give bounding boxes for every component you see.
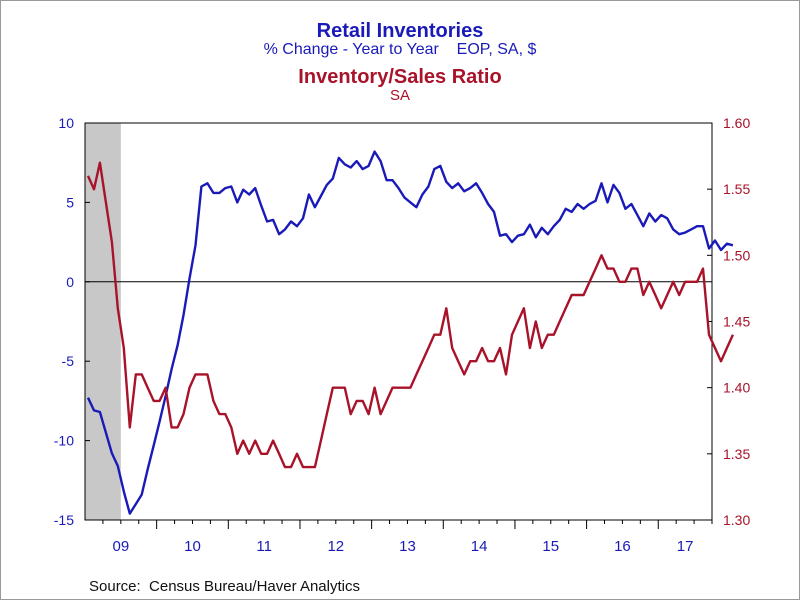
x-axis-tick-label: 17	[677, 538, 694, 555]
x-axis-tick-label: 14	[471, 538, 488, 555]
x-axis-tick-label: 15	[542, 538, 559, 555]
x-axis-tick-label: 12	[327, 538, 344, 555]
series-line-retail-inventories	[86, 150, 734, 515]
left-axis-tick-label: 0	[66, 274, 74, 290]
right-axis-tick-label: 1.45	[723, 314, 750, 330]
x-axis-tick-label: 13	[399, 538, 416, 555]
left-axis-tick-label: -5	[62, 353, 75, 369]
chart-title: Retail Inventories	[316, 20, 484, 42]
x-axis-tick-label: 10	[184, 538, 201, 555]
source-note: Source: Census Bureau/Haver Analytics	[89, 578, 360, 595]
x-axis-tick-label: 16	[614, 538, 631, 555]
x-axis-tick-label: 09	[112, 538, 129, 555]
right-axis-tick-label: 1.60	[723, 115, 750, 131]
right-axis-tick-label: 1.30	[723, 512, 750, 528]
right-axis-tick-label: 1.35	[723, 446, 750, 462]
left-axis-tick-label: -10	[54, 433, 74, 449]
right-axis-tick-label: 1.40	[723, 380, 750, 396]
chart-title-2: Inventory/Sales Ratio	[298, 66, 502, 88]
left-axis-tick-label: 10	[58, 115, 74, 131]
chart-subtitle: % Change - Year to Year EOP, SA, $	[263, 41, 537, 58]
left-axis-tick-label: -15	[54, 512, 74, 528]
series-line-inventory-sales-ratio	[86, 161, 734, 469]
right-axis-tick-label: 1.55	[723, 181, 750, 197]
x-axis-tick-label: 11	[256, 538, 272, 555]
left-axis-tick-label: 5	[66, 194, 74, 210]
right-axis-tick-label: 1.50	[723, 247, 750, 263]
plot-area	[84, 122, 713, 521]
chart-subtitle-2: SA	[389, 87, 410, 104]
